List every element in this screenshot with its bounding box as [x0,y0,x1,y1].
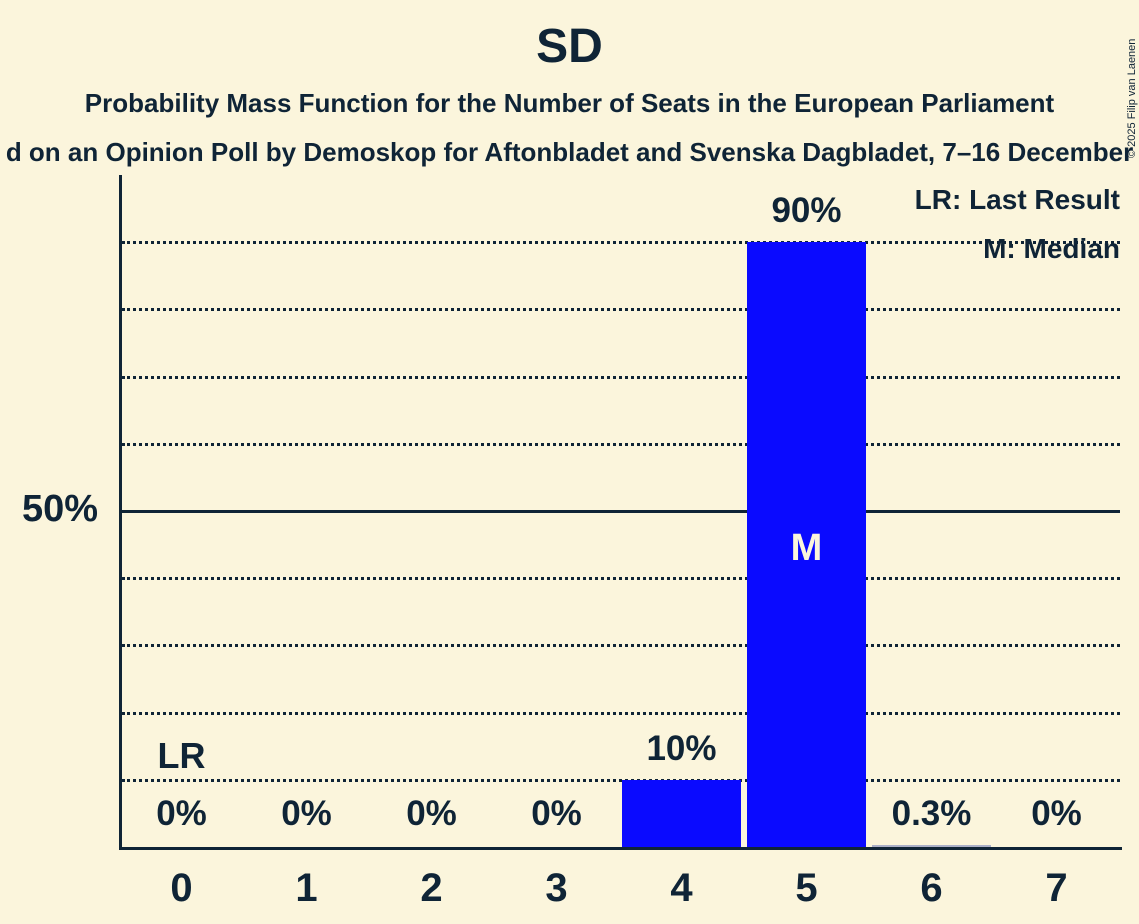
bar-seats-6 [872,845,991,847]
plot-area: 0% 0 LR 0% 1 0% 2 0% 3 10% 4 90% 5 M 0.3% 6 0% 7 [119,175,1122,910]
legend-median: M: Median [983,233,1120,264]
x-tick-label-7: 7 [1045,866,1068,910]
gridline-50-percent [122,510,1120,513]
x-tick-label-0: 0 [170,866,193,910]
value-label-seats-6: 0.3% [891,794,972,833]
gridline-60-percent [122,442,1120,446]
bar-seats-5 [747,242,866,847]
value-label-seats-0: 0% [156,794,207,833]
gridline-90-percent [122,241,1120,245]
chart-subtitle: Probability Mass Function for the Number… [84,88,1055,118]
median-marker: M [790,527,823,569]
value-label-seats-4: 10% [646,728,717,768]
legend-last-result: LR: Last Result [914,184,1120,215]
value-label-seats-5: 90% [771,191,842,231]
x-tick-label-6: 6 [920,866,943,910]
gridline-80-percent [122,308,1120,312]
x-tick-label-4: 4 [670,866,693,910]
gridline-40-percent [122,577,1120,581]
chart-subtitle-source: d on an Opinion Poll by Demoskop for Aft… [5,137,1134,167]
gridline-20-percent [122,711,1120,715]
value-label-seats-1: 0% [281,794,332,833]
value-label-seats-7: 0% [1031,794,1082,833]
x-tick-label-5: 5 [795,866,818,910]
x-tick-label-1: 1 [295,866,318,910]
value-label-seats-3: 0% [531,794,582,833]
bar-seats-4 [622,780,741,847]
x-tick-label-2: 2 [420,866,443,910]
copyright-notice: © 2025 Filip van Laenen [1126,38,1138,158]
gridline-70-percent [122,375,1120,379]
x-tick-label-3: 3 [545,866,568,910]
y-axis-50-percent-label: 50% [21,488,98,530]
gridline-30-percent [122,644,1120,648]
gridline-10-percent [122,778,1120,782]
chart-title: SD [536,20,603,73]
value-label-seats-2: 0% [406,794,457,833]
last-result-marker: LR [157,735,206,776]
